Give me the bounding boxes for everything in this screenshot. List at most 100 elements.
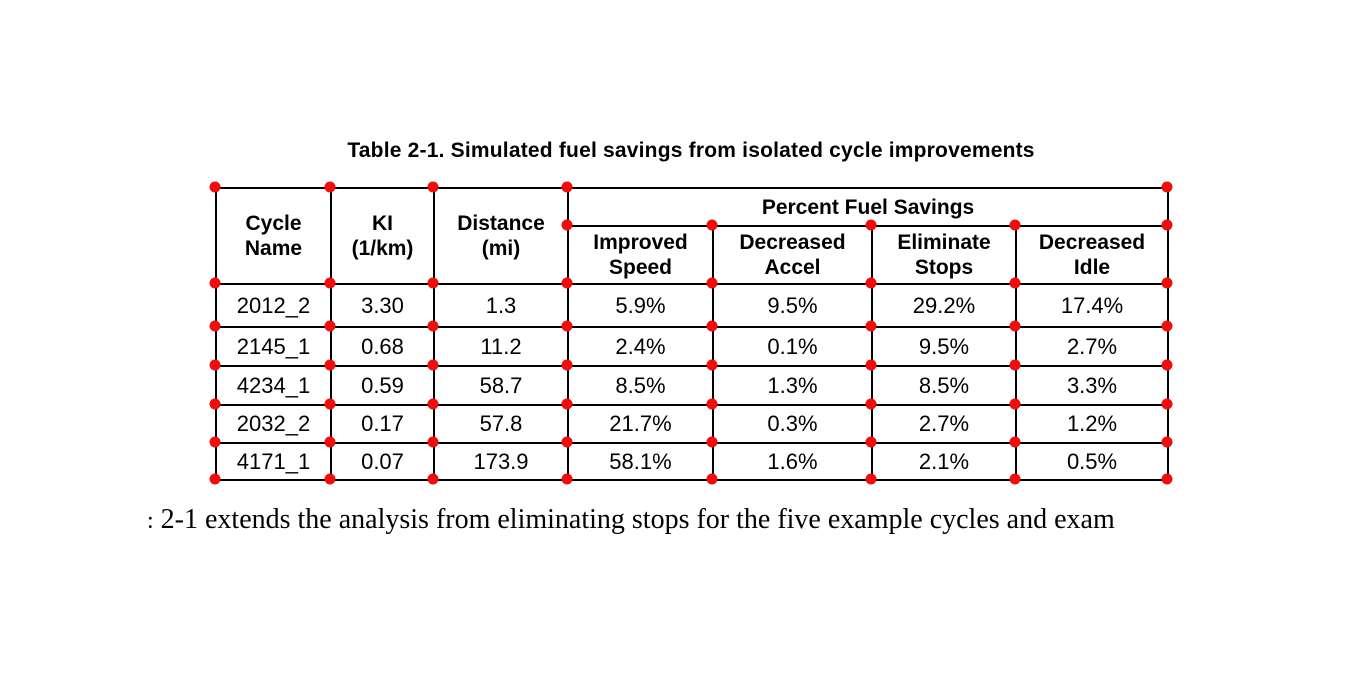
column-header-eliminate-stops: Eliminate Stops	[871, 225, 1017, 285]
table-corner-marker-dot	[427, 473, 439, 485]
table-row: 4234_1 0.59 58.7 8.5% 1.3% 8.5% 3.3%	[215, 365, 1170, 406]
table-corner-marker-dot	[706, 436, 718, 448]
table-cell: 1.2%	[1014, 404, 1170, 444]
table-corner-marker-dot	[209, 277, 221, 289]
table-corner-marker-dot	[1161, 398, 1173, 410]
column-header-ki: KI (1/km)	[330, 187, 435, 285]
table-corner-marker-dot	[561, 473, 573, 485]
table-cell: 0.17	[330, 404, 435, 444]
table-corner-marker-dot	[1009, 359, 1021, 371]
table-corner-marker-dot	[1161, 219, 1173, 231]
table-corner-marker-dot	[324, 277, 336, 289]
table-cell: 21.7%	[567, 404, 714, 444]
table-corner-marker-dot	[324, 320, 336, 332]
table-corner-marker-dot	[427, 181, 439, 193]
table-row: 4171_1 0.07 173.9 58.1% 1.6% 2.1% 0.5%	[215, 442, 1170, 481]
table-corner-marker-dot	[1161, 181, 1173, 193]
table-corner-marker-dot	[706, 277, 718, 289]
table-cell: 17.4%	[1014, 283, 1170, 328]
table-corner-marker-dot	[1009, 473, 1021, 485]
table-corner-marker-dot	[1009, 219, 1021, 231]
table-cell: 2.7%	[871, 404, 1017, 444]
table-corner-marker-dot	[706, 359, 718, 371]
table-cell: 2.4%	[567, 326, 714, 367]
table-cell: 2012_2	[215, 283, 332, 328]
table-corner-marker-dot	[1161, 359, 1173, 371]
table-corner-marker-dot	[1161, 320, 1173, 332]
table-cell: 2.7%	[1014, 326, 1170, 367]
table-cell: 8.5%	[871, 365, 1017, 406]
table-cell: 4171_1	[215, 442, 332, 481]
column-header-distance: Distance (mi)	[433, 187, 569, 285]
table-corner-marker-dot	[324, 398, 336, 410]
table-cell: 58.7	[433, 365, 569, 406]
table-corner-marker-dot	[209, 436, 221, 448]
table-corner-marker-dot	[865, 473, 877, 485]
header-row-group: Cycle Name KI (1/km) Distance (mi) Perce…	[215, 187, 1170, 285]
table-corner-marker-dot	[561, 436, 573, 448]
table-corner-marker-dot	[561, 277, 573, 289]
table-cell: 1.3%	[712, 365, 873, 406]
table-corner-marker-dot	[1161, 473, 1173, 485]
table-corner-marker-dot	[209, 359, 221, 371]
table-corner-marker-dot	[1009, 277, 1021, 289]
column-header-improved-speed: Improved Speed	[567, 225, 714, 285]
table-cell: 2032_2	[215, 404, 332, 444]
table-cell: 5.9%	[567, 283, 714, 328]
table-corner-marker-dot	[324, 359, 336, 371]
table-corner-marker-dot	[1161, 277, 1173, 289]
table-corner-marker-dot	[324, 181, 336, 193]
table-corner-marker-dot	[865, 320, 877, 332]
table-corner-marker-dot	[324, 436, 336, 448]
table-cell: 3.30	[330, 283, 435, 328]
table-caption: Table 2-1. Simulated fuel savings from i…	[347, 139, 1035, 162]
table-cell: 1.6%	[712, 442, 873, 481]
table-corner-marker-dot	[209, 320, 221, 332]
table-cell: 173.9	[433, 442, 569, 481]
table-corner-marker-dot	[865, 436, 877, 448]
table-cell: 0.1%	[712, 326, 873, 367]
table-row: 2032_2 0.17 57.8 21.7% 0.3% 2.7% 1.2%	[215, 404, 1170, 444]
table-corner-marker-dot	[561, 359, 573, 371]
column-header-decreased-idle: Decreased Idle	[1014, 225, 1170, 285]
table-corner-marker-dot	[706, 320, 718, 332]
table-corner-marker-dot	[324, 473, 336, 485]
table-cell: 1.3	[433, 283, 569, 328]
table-corner-marker-dot	[427, 320, 439, 332]
table-cell: 57.8	[433, 404, 569, 444]
header-row-sub: Improved Speed Decreased Accel Eliminate…	[216, 225, 1170, 285]
table-corner-marker-dot	[561, 219, 573, 231]
table-corner-marker-dot	[427, 359, 439, 371]
table-cell: 4234_1	[215, 365, 332, 406]
table-corner-marker-dot	[706, 398, 718, 410]
table-cell: 3.3%	[1014, 365, 1170, 406]
table-corner-marker-dot	[865, 219, 877, 231]
table-corner-marker-dot	[427, 277, 439, 289]
table-cell: 0.5%	[1014, 442, 1170, 481]
clipped-character: :	[147, 508, 154, 534]
table-cell: 58.1%	[567, 442, 714, 481]
table-corner-marker-dot	[209, 398, 221, 410]
table-cell: 0.68	[330, 326, 435, 367]
table-corner-marker-dot	[706, 473, 718, 485]
table-corner-marker-dot	[209, 473, 221, 485]
table-cell: 8.5%	[567, 365, 714, 406]
table-corner-marker-dot	[706, 219, 718, 231]
table-cell: 11.2	[433, 326, 569, 367]
table-corner-marker-dot	[561, 398, 573, 410]
table-corner-marker-dot	[1009, 436, 1021, 448]
table-cell: 29.2%	[871, 283, 1017, 328]
table-cell: 9.5%	[712, 283, 873, 328]
table-cell: 0.3%	[712, 404, 873, 444]
body-text-line: 2-1 extends the analysis from eliminatin…	[160, 504, 1115, 535]
table-corner-marker-dot	[1161, 436, 1173, 448]
table-cell: 2145_1	[215, 326, 332, 367]
table-cell: 9.5%	[871, 326, 1017, 367]
table-row: 2145_1 0.68 11.2 2.4% 0.1% 9.5% 2.7%	[215, 326, 1170, 367]
table-corner-marker-dot	[561, 320, 573, 332]
column-header-decreased-accel: Decreased Accel	[712, 225, 873, 285]
table-corner-marker-dot	[209, 181, 221, 193]
table-corner-marker-dot	[1009, 398, 1021, 410]
table-row: 2012_2 3.30 1.3 5.9% 9.5% 29.2% 17.4%	[215, 283, 1170, 328]
